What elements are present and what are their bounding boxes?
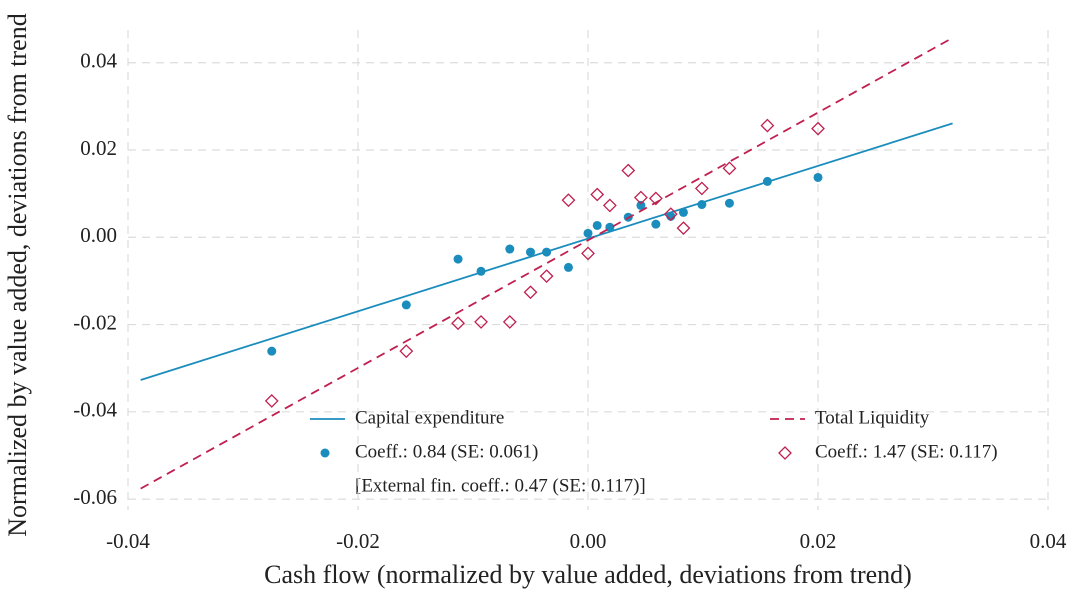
data-point (663, 207, 678, 222)
data-point (264, 393, 279, 408)
data-point (636, 200, 646, 210)
data-point (651, 219, 661, 229)
y-tick-label: -0.04 (73, 398, 117, 422)
data-point (590, 187, 605, 202)
data-point (539, 269, 554, 284)
data-point (502, 315, 517, 329)
data-point (451, 316, 465, 331)
x-axis-label: Cash flow (normalized by value added, de… (264, 560, 912, 589)
legend-label: Total Liquidity (815, 407, 930, 428)
legend-annotation: [External fin. coeff.: 0.47 (SE: 0.117)] (355, 475, 646, 496)
data-point (694, 181, 709, 196)
data-point (648, 191, 663, 206)
x-tick-label: -0.02 (336, 529, 380, 553)
data-point (602, 198, 617, 213)
data-point (724, 198, 734, 208)
legend-swatch (778, 446, 792, 460)
x-tick-label: 0.04 (1030, 529, 1067, 553)
data-point (399, 344, 414, 359)
data-point (401, 300, 411, 310)
data-point (505, 244, 515, 254)
y-tick-label: 0.00 (80, 223, 117, 247)
fit-line (140, 37, 953, 490)
data-point (676, 221, 691, 236)
data-point (561, 193, 576, 208)
y-tick-label: -0.02 (73, 310, 117, 334)
legend-label: Capital expenditure (355, 407, 504, 428)
data-point (592, 220, 602, 230)
data-point (267, 346, 277, 356)
data-point (760, 118, 775, 133)
data-point (697, 200, 707, 210)
data-point (633, 190, 648, 205)
x-tick-label: 0.00 (570, 529, 607, 553)
data-point (605, 222, 615, 232)
data-point (581, 246, 595, 261)
y-tick-label: 0.02 (80, 136, 117, 160)
data-point (476, 266, 486, 276)
data-point (678, 207, 688, 217)
data-point (813, 172, 823, 182)
data-point (583, 228, 593, 238)
data-point (762, 176, 772, 186)
data-point (523, 285, 538, 300)
data-point (722, 161, 737, 176)
y-axis-label: Normalized by value added, deviations fr… (3, 13, 32, 536)
data-point (526, 247, 535, 257)
data-point (542, 247, 552, 257)
legend-label: Coeff.: 1.47 (SE: 0.117) (815, 441, 998, 462)
y-tick-label: 0.04 (80, 49, 117, 73)
x-tick-label: 0.02 (800, 529, 837, 553)
y-tick-label: -0.06 (73, 485, 117, 509)
data-point (453, 254, 463, 264)
legend-label: Coeff.: 0.84 (SE: 0.061) (355, 441, 538, 462)
data-point (811, 121, 825, 136)
data-point (563, 262, 573, 272)
legend-swatch (320, 448, 330, 458)
data-point (621, 163, 636, 178)
x-tick-label: -0.04 (106, 529, 150, 553)
data-point (474, 315, 488, 329)
